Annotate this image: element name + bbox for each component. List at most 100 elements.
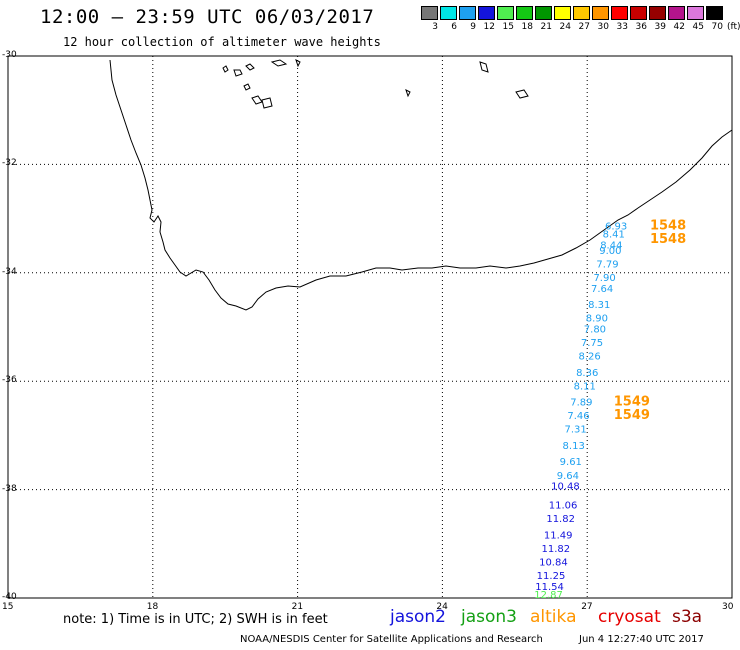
observation-layer: 6.938.418.449.00 7.79 7.907.64 8.31 8.907.80… [534, 221, 627, 601]
island [243, 83, 251, 91]
legend-swatch [459, 6, 476, 20]
island [251, 95, 263, 105]
legend-swatch [440, 6, 457, 20]
legend-swatch [649, 6, 666, 20]
coastline [109, 59, 733, 311]
wave-height-label: 12.87 [534, 590, 563, 601]
pass-time-label: 1549 [614, 395, 650, 410]
island [295, 59, 301, 68]
legend-label: 42 [673, 22, 685, 32]
generated-timestamp: Jun 4 12:27:40 UTC 2017 [579, 634, 704, 645]
legend-swatch [554, 6, 571, 20]
satellite-name: altika [530, 607, 577, 627]
lon-tick-label: 21 [291, 602, 304, 612]
wave-height-label: 7.90 [593, 273, 615, 284]
satellite-name: cryosat [598, 607, 661, 627]
wave-height-label: 8.13 [563, 441, 585, 452]
legend-swatch [535, 6, 552, 20]
lat-tick-label: -30 [2, 50, 17, 60]
legend-label: 39 [654, 22, 666, 32]
legend-swatch [630, 6, 647, 20]
wave-height-label: 7.79 [596, 259, 618, 270]
legend-label: 24 [559, 22, 571, 32]
wave-height-label: 8.90 [586, 314, 608, 325]
wave-height-label: 10.84 [539, 557, 568, 568]
color-legend: 3 6 9 12 15 18 21 24 27 30 33 36 39 42 45 70 (ft) [421, 6, 740, 36]
wave-height-label: 7.80 [584, 324, 606, 335]
island [270, 59, 288, 67]
page-title: 12:00 – 23:59 UTC 06/03/2017 [40, 6, 375, 28]
legend-swatch [478, 6, 495, 20]
lon-tick-label: 18 [146, 602, 159, 612]
legend-label: 33 [616, 22, 628, 32]
lat-tick-label: -40 [2, 592, 17, 602]
wave-height-label: 11.82 [546, 514, 575, 525]
legend-label: 18 [521, 22, 533, 32]
legend-swatch [668, 6, 685, 20]
legend-label: 6 [451, 22, 457, 32]
island [515, 89, 529, 99]
satellite-name: jason2 [390, 607, 446, 627]
wave-height-label: 9.00 [599, 246, 621, 257]
wave-height-label: 11.06 [549, 501, 578, 512]
wave-height-label: 6.93 [605, 221, 627, 232]
legend-label: 12 [483, 22, 495, 32]
legend-swatch [611, 6, 628, 20]
legend-swatch [516, 6, 533, 20]
legend-label: 3 [432, 22, 438, 32]
lat-tick-label: -32 [2, 158, 17, 169]
footnote: note: 1) Time is in UTC; 2) SWH is in fe… [63, 612, 328, 627]
lon-tick-label: 24 [436, 602, 448, 612]
lat-tick-label: -36 [2, 375, 17, 386]
island [245, 63, 255, 71]
wave-height-label: 8.31 [588, 300, 610, 311]
wave-height-label: 11.54 [535, 582, 564, 593]
lat-tick-label: -34 [2, 266, 17, 277]
legend-label: 30 [597, 22, 609, 32]
legend-swatch [687, 6, 704, 20]
graticule [8, 56, 732, 598]
legend-swatch [706, 6, 723, 20]
wave-height-label: 8.26 [578, 352, 600, 363]
wave-height-label: 8.11 [574, 381, 596, 392]
wave-height-label: 8.41 [603, 230, 625, 241]
legend-swatch [421, 6, 438, 20]
wave-height-label: 9.64 [557, 471, 579, 482]
legend-label: 45 [692, 22, 704, 32]
wave-height-label: 8.44 [600, 240, 622, 251]
legend-swatch [497, 6, 514, 20]
legend-label: 27 [578, 22, 590, 32]
lon-tick-label: 30 [722, 602, 734, 612]
legend-label: 36 [635, 22, 647, 32]
legend-label: 15 [502, 22, 514, 32]
wave-height-label: 11.25 [537, 571, 566, 582]
wave-height-label: 8.36 [576, 368, 598, 379]
legend-label: 21 [540, 22, 552, 32]
credit-line: NOAA/NESDIS Center for Satellite Applica… [240, 634, 543, 645]
legend-label: 9 [470, 22, 476, 32]
island [479, 61, 489, 73]
island [222, 65, 229, 73]
lat-tick-label: -38 [2, 483, 17, 494]
wave-height-label: 7.89 [570, 398, 592, 409]
lon-tick-label: 15 [2, 602, 14, 612]
legend-swatch [573, 6, 590, 20]
satellite-name: s3a [672, 607, 703, 627]
legend-label: 70 [711, 22, 723, 32]
lon-tick-label: 27 [581, 602, 593, 612]
wave-height-label: 10.48 [551, 482, 580, 493]
wave-height-label: 9.61 [560, 457, 582, 468]
wave-height-label: 11.82 [542, 544, 571, 555]
island [233, 69, 243, 77]
island [261, 97, 273, 109]
pass-time-label: 1548 [650, 232, 686, 247]
pass-time-label: 1549 [614, 408, 650, 423]
wave-height-label: 7.46 [567, 411, 589, 422]
pass-time-label: 1548 [650, 218, 686, 233]
island [405, 89, 411, 98]
legend-unit: (ft) [727, 22, 740, 32]
wave-height-label: 7.75 [581, 338, 603, 349]
wave-height-label: 7.31 [564, 425, 586, 436]
